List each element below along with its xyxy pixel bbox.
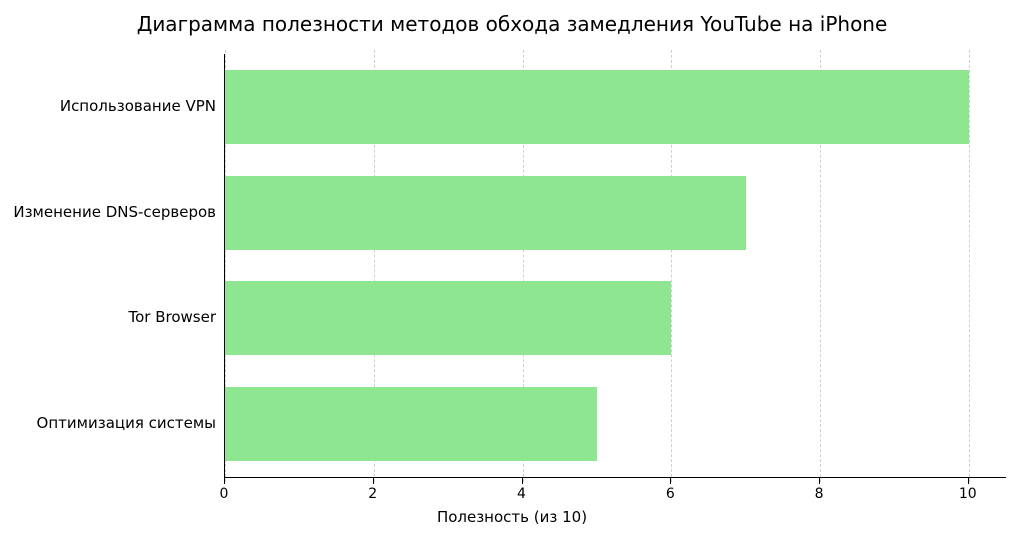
ytick-label: Оптимизация системы (6, 415, 216, 432)
xtick-label: 2 (353, 486, 393, 502)
xtick-label: 0 (204, 486, 244, 502)
xtick-mark (373, 478, 374, 484)
bar (225, 281, 671, 355)
bar (225, 387, 597, 461)
ytick-label: Использование VPN (6, 98, 216, 115)
xtick-mark (522, 478, 523, 484)
xtick-mark (968, 478, 969, 484)
xtick-mark (224, 478, 225, 484)
bar (225, 176, 746, 250)
xtick-label: 4 (502, 486, 542, 502)
xtick-label: 10 (948, 486, 988, 502)
chart-container: Диаграмма полезности методов обхода заме… (0, 0, 1024, 535)
bar (225, 70, 969, 144)
ytick-label: Изменение DNS-серверов (6, 204, 216, 221)
xtick-mark (670, 478, 671, 484)
x-axis-label: Полезность (из 10) (0, 508, 1024, 526)
xtick-label: 8 (799, 486, 839, 502)
chart-title: Диаграмма полезности методов обхода заме… (0, 12, 1024, 36)
xtick-label: 6 (650, 486, 690, 502)
ytick-label: Tor Browser (6, 309, 216, 326)
plot-area (224, 54, 1006, 478)
xtick-mark (819, 478, 820, 484)
gridline (969, 50, 970, 482)
